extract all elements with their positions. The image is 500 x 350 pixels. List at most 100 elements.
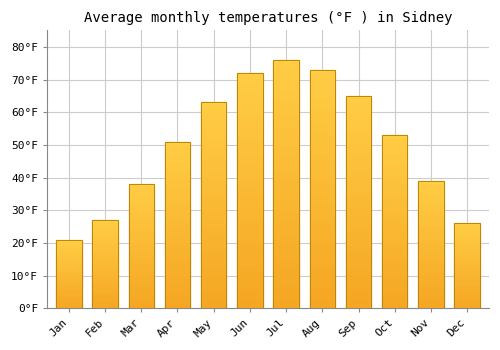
Bar <box>201 226 226 230</box>
Bar <box>274 125 299 130</box>
Bar <box>346 155 371 160</box>
Bar <box>128 197 154 199</box>
Bar <box>382 177 407 180</box>
Bar <box>274 279 299 284</box>
Bar <box>310 170 335 175</box>
Bar <box>346 253 371 258</box>
Bar <box>201 296 226 300</box>
Bar <box>346 274 371 279</box>
Bar <box>165 218 190 222</box>
Bar <box>382 284 407 288</box>
Bar <box>454 225 480 227</box>
Bar <box>56 278 82 280</box>
Bar <box>454 281 480 283</box>
Bar <box>418 255 444 258</box>
Bar <box>274 100 299 105</box>
Bar <box>237 73 262 308</box>
Bar <box>165 292 190 295</box>
Bar <box>128 274 154 276</box>
Bar <box>418 214 444 217</box>
Bar <box>310 213 335 218</box>
Bar <box>92 234 118 236</box>
Bar <box>346 185 371 189</box>
Bar <box>201 168 226 173</box>
Bar <box>165 145 190 148</box>
Bar <box>201 271 226 275</box>
Bar <box>418 278 444 280</box>
Bar <box>92 245 118 247</box>
Bar <box>165 288 190 292</box>
Bar <box>382 149 407 153</box>
Bar <box>274 134 299 139</box>
Bar <box>201 181 226 185</box>
Bar <box>56 255 82 256</box>
Bar <box>92 220 118 222</box>
Bar <box>92 256 118 257</box>
Bar <box>454 296 480 298</box>
Bar <box>165 212 190 215</box>
Bar <box>56 262 82 263</box>
Bar <box>418 209 444 211</box>
Bar <box>56 269 82 270</box>
Bar <box>310 237 335 241</box>
Bar <box>165 208 190 212</box>
Bar <box>92 303 118 305</box>
Bar <box>56 240 82 308</box>
Bar <box>92 259 118 261</box>
Bar <box>418 183 444 186</box>
Bar <box>274 174 299 179</box>
Bar <box>165 242 190 245</box>
Bar <box>201 123 226 127</box>
Bar <box>128 299 154 301</box>
Bar <box>454 288 480 290</box>
Bar <box>454 234 480 235</box>
Bar <box>165 142 190 308</box>
Bar <box>165 162 190 165</box>
Bar <box>310 175 335 180</box>
Bar <box>237 73 262 78</box>
Bar <box>237 205 262 210</box>
Bar <box>237 290 262 294</box>
Bar <box>237 304 262 308</box>
Bar <box>346 287 371 292</box>
Bar <box>274 164 299 169</box>
Bar <box>382 239 407 243</box>
Bar <box>56 266 82 267</box>
Bar <box>128 184 154 308</box>
Bar <box>56 285 82 287</box>
Bar <box>237 111 262 116</box>
Bar <box>201 280 226 284</box>
Bar <box>310 223 335 227</box>
Bar <box>310 151 335 156</box>
Bar <box>92 261 118 262</box>
Bar <box>346 160 371 164</box>
Bar <box>382 166 407 170</box>
Bar <box>56 241 82 243</box>
Bar <box>56 281 82 282</box>
Bar <box>165 229 190 232</box>
Bar <box>274 184 299 189</box>
Bar <box>201 218 226 222</box>
Bar <box>382 197 407 201</box>
Bar <box>310 160 335 165</box>
Bar <box>310 189 335 194</box>
Bar <box>274 114 299 120</box>
Bar <box>92 293 118 294</box>
Bar <box>128 291 154 294</box>
Bar <box>382 142 407 146</box>
Bar <box>310 266 335 270</box>
Bar <box>418 273 444 275</box>
Bar <box>310 218 335 223</box>
Bar <box>237 144 262 148</box>
Bar <box>346 96 371 100</box>
Bar <box>56 250 82 251</box>
Bar <box>346 296 371 300</box>
Bar <box>201 160 226 164</box>
Bar <box>56 251 82 252</box>
Bar <box>454 305 480 307</box>
Bar <box>92 247 118 248</box>
Bar <box>128 214 154 217</box>
Bar <box>201 131 226 135</box>
Bar <box>454 298 480 300</box>
Bar <box>201 263 226 267</box>
